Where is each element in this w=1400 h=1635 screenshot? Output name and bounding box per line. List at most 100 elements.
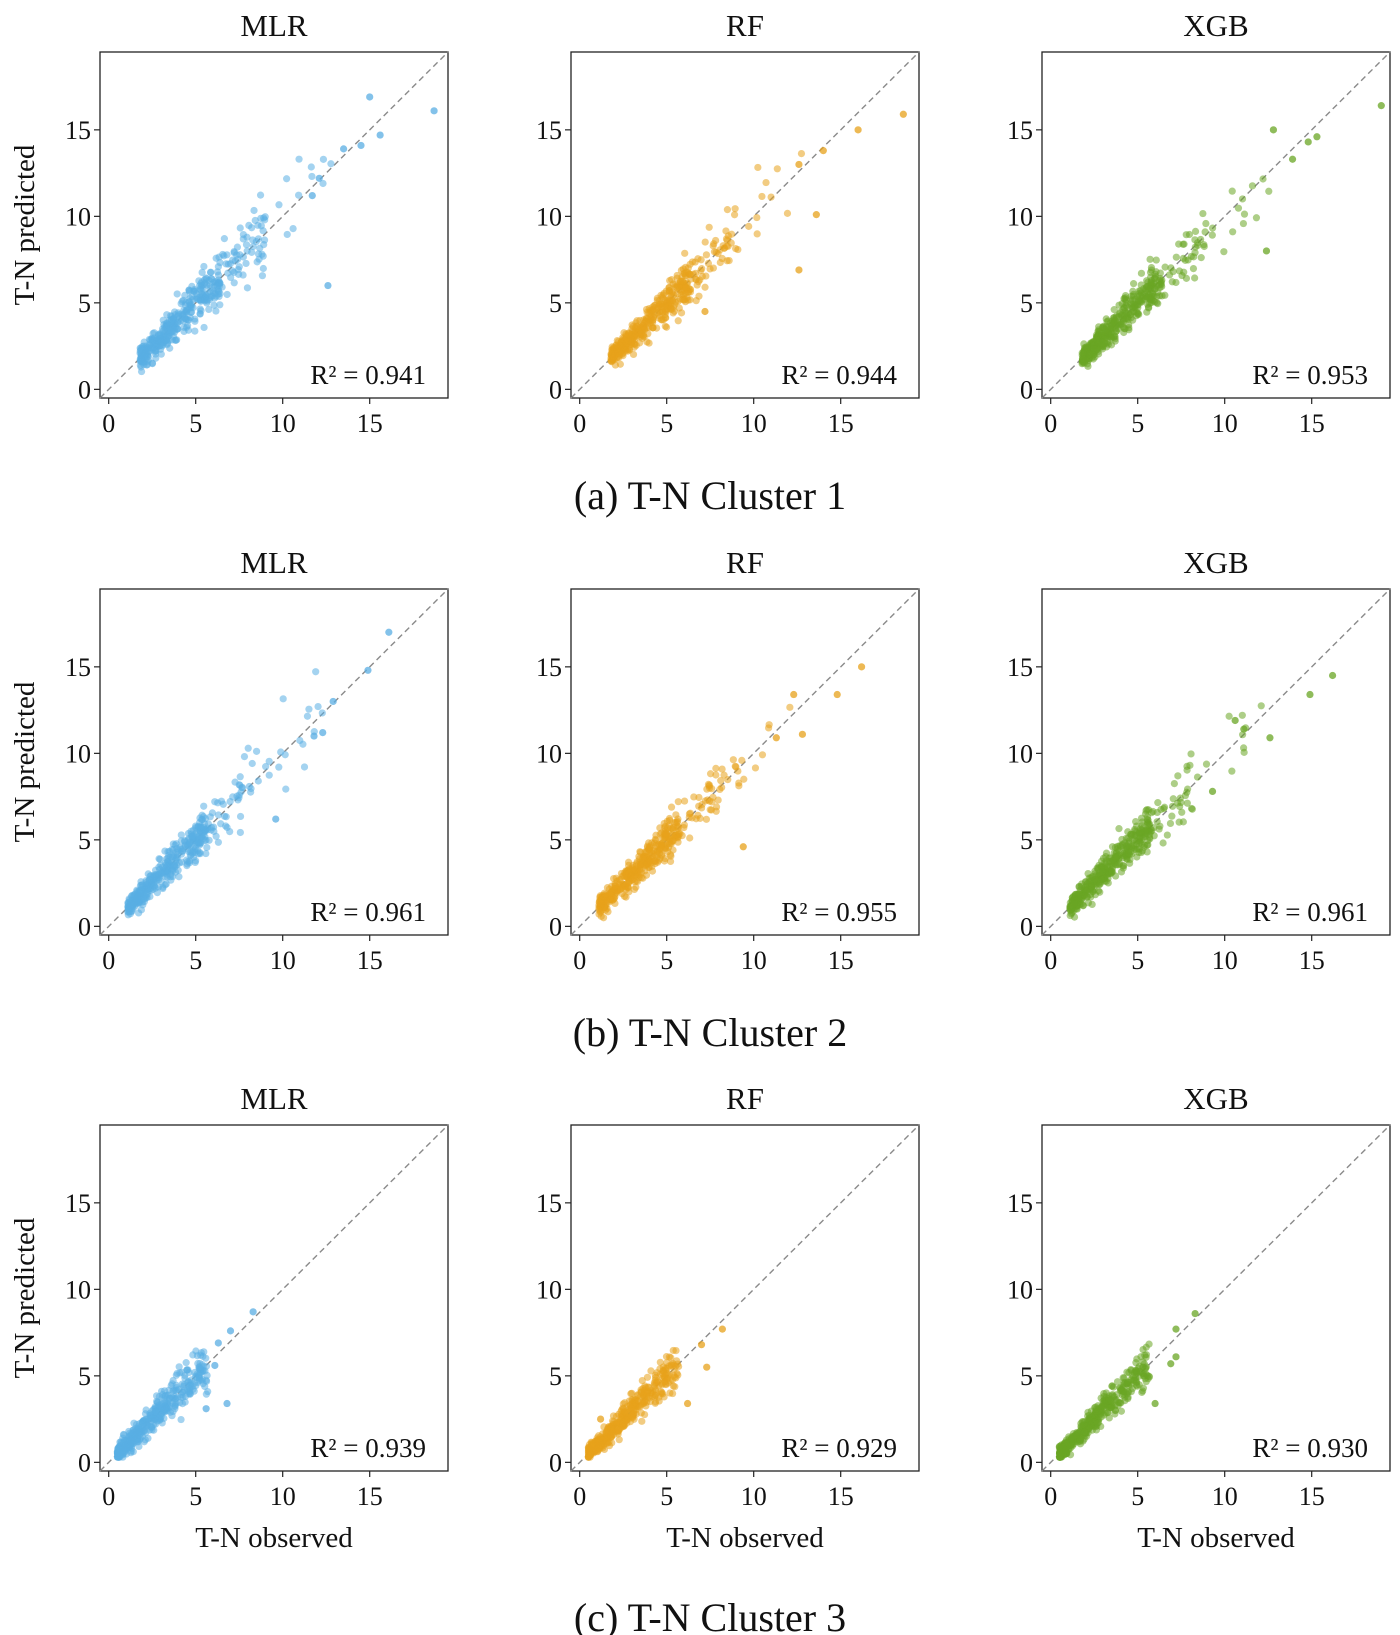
data-point [762, 178, 770, 187]
data-point-outlier [659, 1367, 667, 1375]
data-point [753, 213, 761, 222]
data-point [659, 308, 667, 316]
data-point [1265, 187, 1273, 195]
panel-rf-cluster-3: RF 0 5 10 15 0 5 10 15 R² = 0.929 T-N observed [536, 1081, 920, 1554]
x-tick-label: 0 [102, 1482, 115, 1511]
scatter-points [1078, 102, 1385, 370]
data-point [1115, 825, 1123, 833]
data-point [260, 240, 268, 249]
data-point [195, 277, 203, 285]
data-point [694, 811, 702, 819]
data-point [250, 206, 258, 215]
data-point [615, 1436, 623, 1444]
data-point [1080, 1428, 1088, 1436]
data-point [1101, 1402, 1109, 1410]
data-point [723, 242, 731, 250]
data-point [1135, 296, 1143, 304]
data-point-outlier [430, 107, 438, 115]
data-point [1123, 1368, 1131, 1376]
data-point [211, 798, 219, 806]
data-point [637, 1388, 645, 1396]
data-point [695, 793, 703, 802]
data-point [1190, 253, 1198, 261]
r2-annotation: R² = 0.961 [310, 897, 426, 927]
data-point [214, 838, 222, 846]
y-tick-label: 5 [1020, 289, 1033, 318]
data-point [245, 221, 253, 229]
data-point [1095, 323, 1103, 331]
y-tick-label: 5 [1020, 1362, 1033, 1391]
data-point [1123, 308, 1131, 317]
data-point-outlier [364, 666, 372, 674]
data-point [1076, 1436, 1084, 1444]
data-point [177, 1415, 185, 1424]
data-point [627, 873, 635, 882]
data-point [712, 248, 720, 256]
data-point [649, 324, 657, 332]
data-point [175, 315, 183, 323]
x-tick-label: 15 [357, 946, 383, 975]
data-point [145, 876, 153, 884]
data-point [254, 777, 262, 785]
data-point [186, 839, 194, 847]
data-point [239, 230, 247, 239]
data-point [196, 814, 204, 822]
data-point [773, 165, 781, 173]
data-point [170, 861, 179, 869]
data-point-outlier [701, 307, 709, 316]
data-point [657, 315, 665, 324]
data-point [258, 272, 267, 280]
y-tick-label: 15 [1007, 116, 1033, 145]
data-point [240, 752, 249, 761]
data-point [180, 1381, 188, 1389]
y-tick-label: 15 [536, 653, 562, 682]
data-point [1129, 280, 1138, 288]
data-point-outlier [1266, 734, 1274, 742]
data-point [1239, 731, 1247, 739]
data-point [706, 265, 714, 273]
data-point [1209, 224, 1217, 232]
data-point-outlier [1269, 126, 1278, 134]
data-point [1108, 1382, 1116, 1390]
y-tick-label: 15 [65, 1189, 91, 1218]
data-point [1259, 175, 1267, 183]
data-point [1088, 882, 1096, 890]
data-point [1128, 1384, 1137, 1393]
data-point [1201, 228, 1209, 236]
data-point [299, 740, 307, 748]
data-point [1145, 1340, 1153, 1348]
data-point [1193, 239, 1202, 247]
data-point [1146, 268, 1155, 276]
data-point [159, 884, 167, 893]
data-point [160, 1405, 169, 1413]
data-point [151, 884, 160, 892]
data-point [203, 1371, 211, 1379]
data-point-outlier [833, 690, 841, 699]
data-point [584, 1447, 593, 1455]
data-point [652, 1378, 660, 1386]
panel-title: RF [726, 545, 764, 580]
data-point [1122, 298, 1130, 307]
data-point [1240, 744, 1248, 752]
data-point [207, 268, 215, 276]
data-point [203, 826, 212, 834]
data-point [1108, 868, 1116, 877]
data-point [1066, 1451, 1075, 1459]
data-point [1142, 1353, 1150, 1361]
data-point [1114, 1398, 1122, 1406]
data-point [797, 149, 806, 158]
data-point [1163, 831, 1171, 839]
data-point [1092, 877, 1101, 886]
data-point [1111, 1406, 1119, 1414]
y-tick-label: 0 [549, 375, 562, 404]
data-point-outlier [315, 174, 323, 182]
data-point [702, 815, 711, 823]
data-point [265, 757, 273, 765]
panel-title: XGB [1183, 545, 1248, 580]
data-point [1094, 1407, 1102, 1415]
data-point [243, 247, 251, 255]
data-point [717, 777, 725, 785]
data-point [1154, 799, 1162, 807]
data-point [703, 785, 711, 793]
data-point [196, 309, 204, 318]
